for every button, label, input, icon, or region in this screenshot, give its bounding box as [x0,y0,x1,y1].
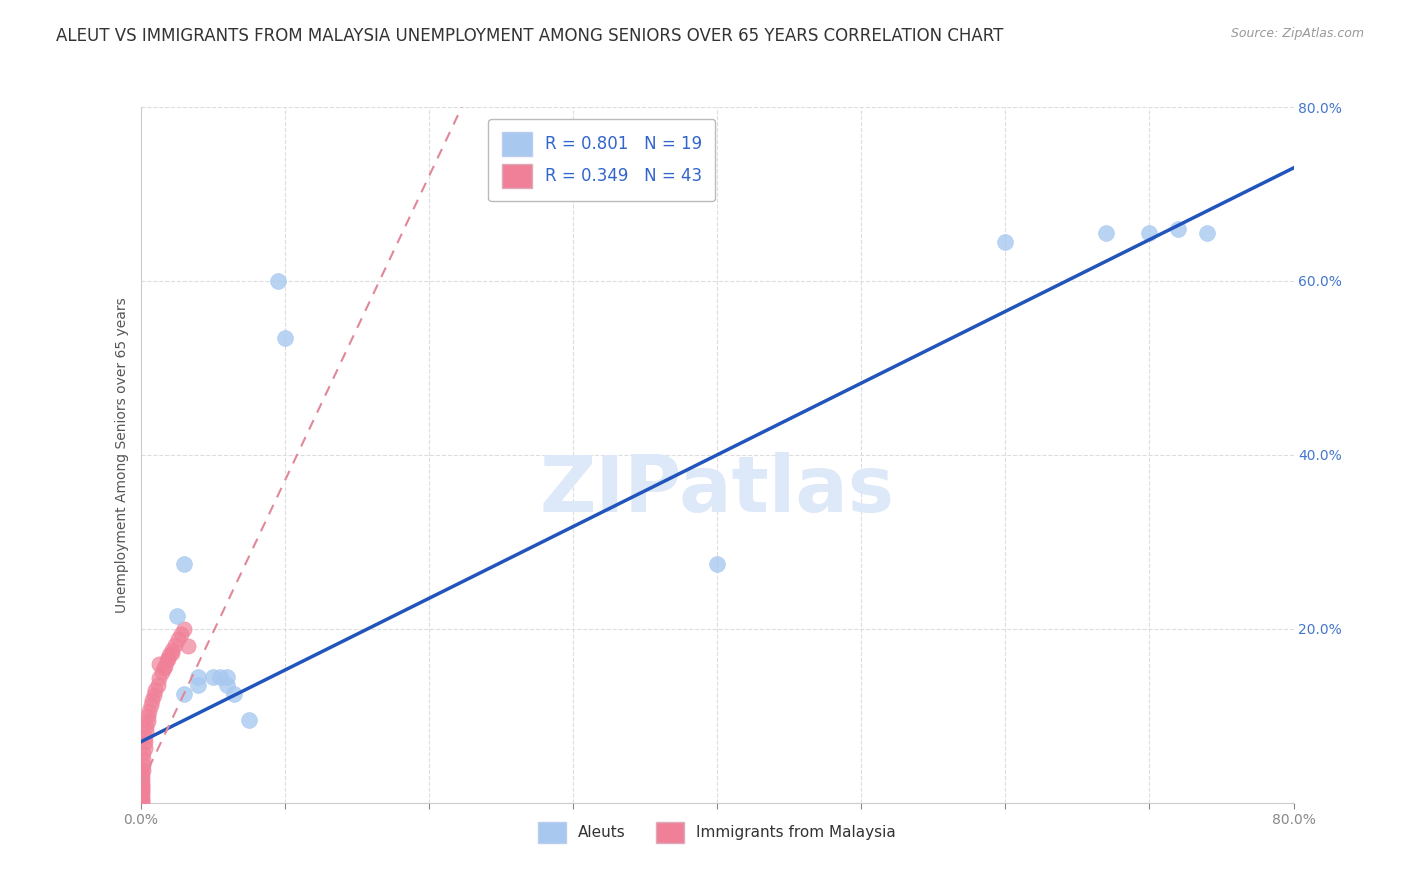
Point [152,661,174,675]
Point [131,793,153,807]
Point [153,659,176,673]
Point [131,781,153,796]
Text: Source: ZipAtlas.com: Source: ZipAtlas.com [1230,27,1364,40]
Point [1095,226,1118,240]
Point [138,704,160,718]
Point [131,795,153,809]
Text: ZIPatlas: ZIPatlas [540,451,894,528]
Point [217,678,239,692]
Point [135,719,157,733]
Point [177,639,200,653]
Point [706,557,728,571]
Point [224,687,246,701]
Point [165,638,187,652]
Point [162,646,184,660]
Point [167,632,190,647]
Point [201,670,224,684]
Point [1195,226,1218,240]
Point [187,670,209,684]
Point [148,657,170,671]
Point [131,784,153,798]
Point [173,687,195,701]
Point [274,330,297,344]
Point [217,670,239,684]
Point [148,672,170,686]
Point [139,698,162,713]
Point [155,653,177,667]
Point [994,235,1017,249]
Point [146,677,169,691]
Point [131,790,153,805]
Point [141,693,163,707]
Point [131,787,153,801]
Point [159,648,180,662]
Point [131,773,153,788]
Point [238,713,260,727]
Point [156,652,179,666]
Point [136,714,159,728]
Point [132,752,155,766]
Text: ALEUT VS IMMIGRANTS FROM MALAYSIA UNEMPLOYMENT AMONG SENIORS OVER 65 YEARS CORRE: ALEUT VS IMMIGRANTS FROM MALAYSIA UNEMPL… [56,27,1004,45]
Point [134,741,156,756]
Point [131,777,153,791]
Point [136,708,159,723]
Point [266,274,288,288]
Point [162,642,184,657]
Point [166,608,188,623]
Legend: Aleuts, Immigrants from Malaysia: Aleuts, Immigrants from Malaysia [530,814,904,851]
Point [132,763,155,777]
Point [187,678,209,692]
Point [134,735,156,749]
Point [135,724,157,739]
Y-axis label: Unemployment Among Seniors over 65 years: Unemployment Among Seniors over 65 years [115,297,129,613]
Point [173,557,195,571]
Point [208,670,231,684]
Point [132,757,155,772]
Point [1167,221,1189,235]
Point [131,779,153,793]
Point [170,627,193,641]
Point [173,622,195,636]
Point [143,682,166,697]
Point [1139,226,1161,240]
Point [150,665,173,680]
Point [142,688,165,702]
Point [132,746,155,760]
Point [134,730,156,744]
Point [131,770,153,784]
Point [131,766,153,780]
